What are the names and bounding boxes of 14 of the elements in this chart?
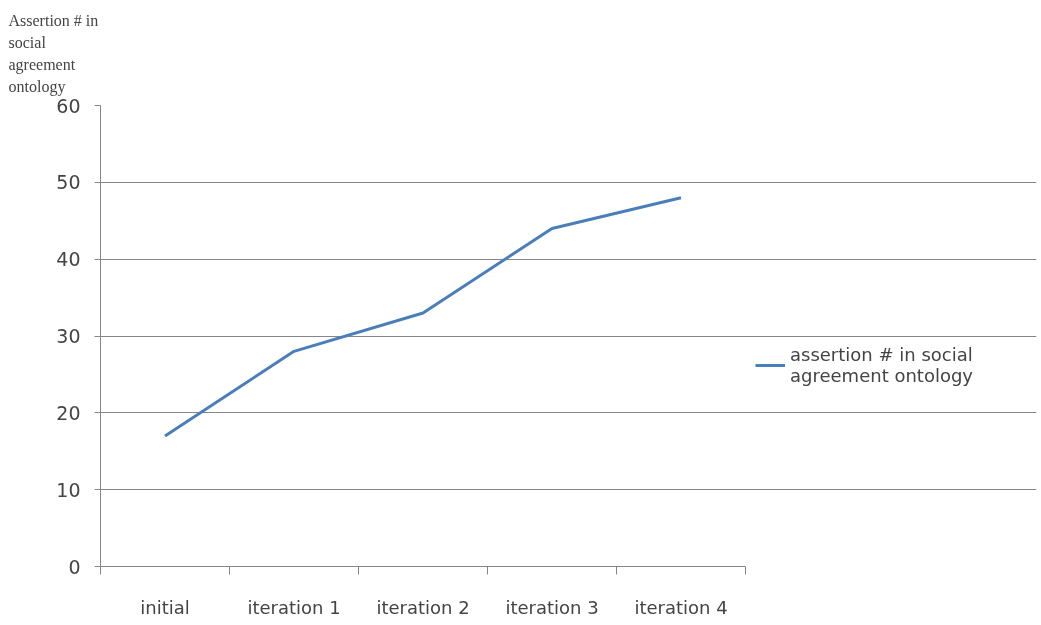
y-tick-label: 20 bbox=[56, 401, 81, 424]
x-tick-label: iteration 2 bbox=[376, 596, 470, 618]
x-tick-label: iteration 4 bbox=[634, 596, 728, 618]
x-tick-label: iteration 3 bbox=[505, 596, 599, 618]
y-tick-label: 40 bbox=[56, 248, 81, 271]
y-tick-label: 10 bbox=[56, 478, 81, 501]
line-series bbox=[163, 196, 683, 438]
y-tick-label: 30 bbox=[56, 325, 81, 347]
y-tick-label: 50 bbox=[56, 171, 81, 194]
y-axis-title: Assertion # in social agreement ontology bbox=[8, 12, 99, 97]
legend-label: assertion # in social agreement ontology bbox=[790, 344, 973, 386]
x-tick-label: initial bbox=[140, 596, 190, 618]
y-tick-label: 0 bbox=[68, 555, 81, 578]
x-tick-label: iteration 1 bbox=[247, 596, 341, 618]
